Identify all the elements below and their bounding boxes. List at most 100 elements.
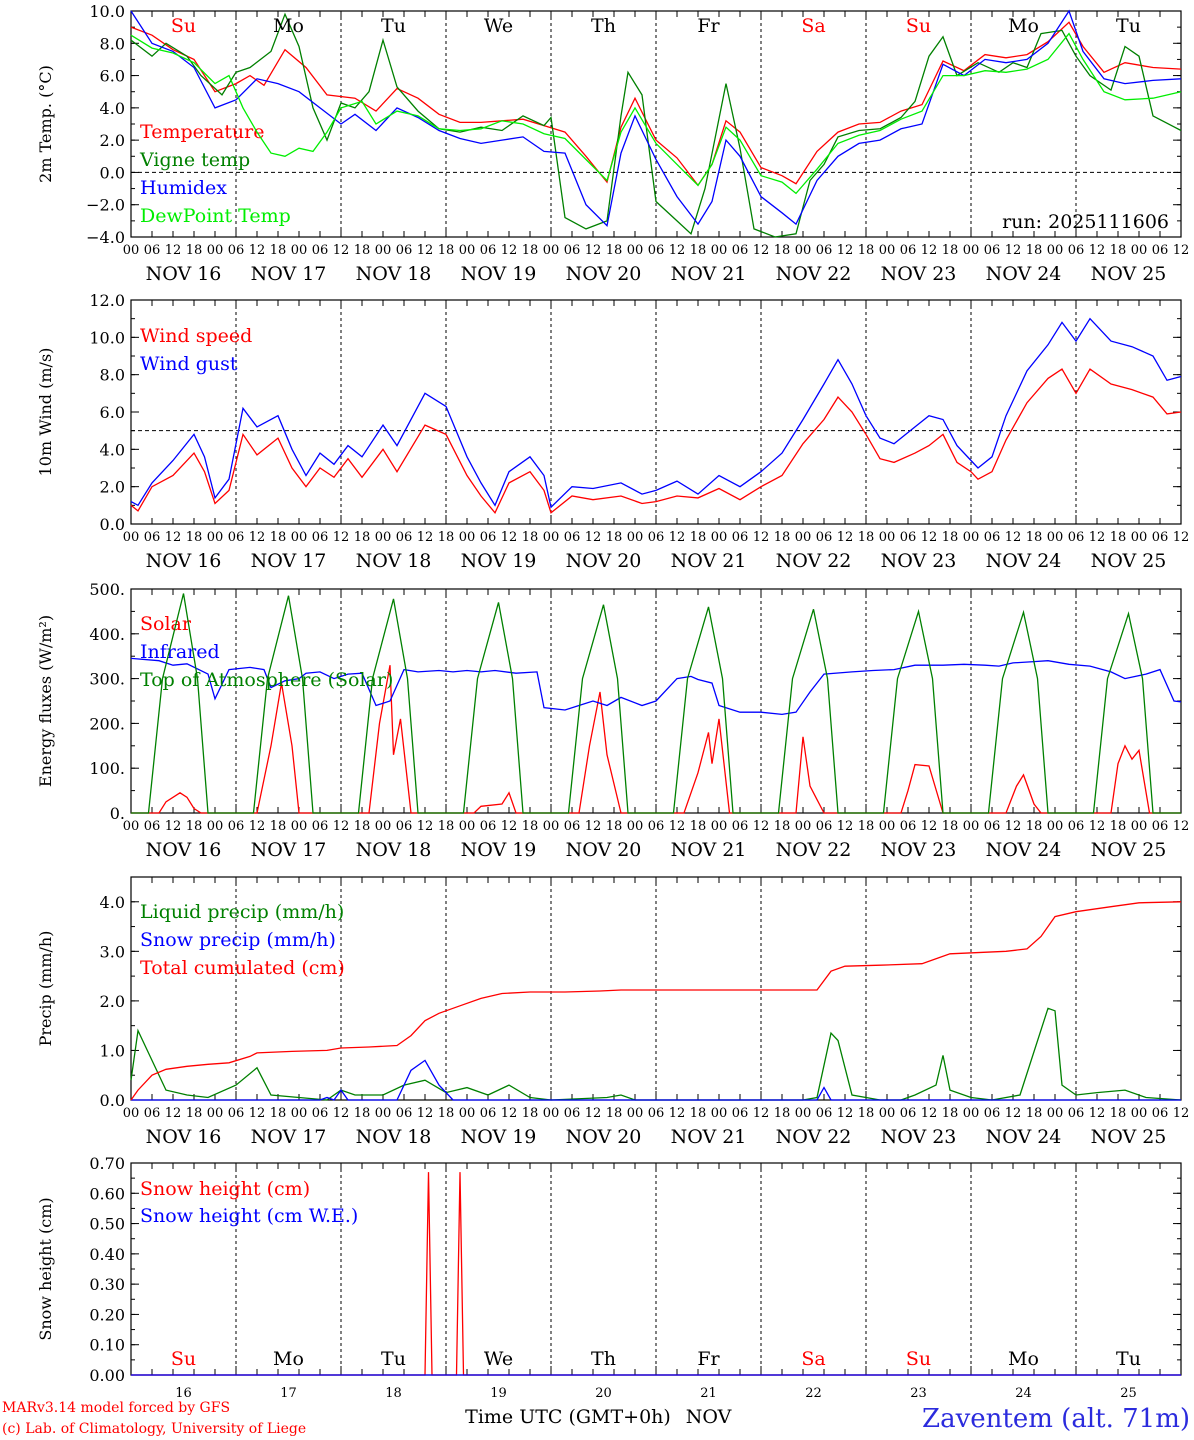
- day-label: NOV 25: [1091, 839, 1167, 861]
- hour-tick-label: 12: [669, 530, 686, 545]
- hour-tick-label: 00: [627, 1106, 644, 1121]
- hour-tick-label: 12: [1005, 530, 1022, 545]
- hour-tick-label: 06: [816, 819, 833, 834]
- hour-tick-label: 18: [270, 1106, 287, 1121]
- hour-tick-label: 18: [522, 1106, 539, 1121]
- date-label: 21: [700, 1386, 717, 1401]
- series-line-snow-precip-mm-h-: [131, 1059, 1181, 1101]
- day-label: NOV 20: [566, 1126, 642, 1148]
- series-line-vigne-temp: [130, 12, 1182, 238]
- y-tick-label: −2.0: [86, 196, 125, 215]
- hour-tick-label: 06: [228, 243, 245, 258]
- hour-tick-label: 06: [1152, 530, 1169, 545]
- y-tick-label: 2.0: [100, 478, 125, 497]
- hour-tick-label: 12: [1089, 530, 1106, 545]
- y-tick-label: 0.10: [89, 1336, 125, 1355]
- y-tick-label: 8.0: [100, 366, 125, 385]
- hour-tick-label: 06: [564, 243, 581, 258]
- hour-tick-label: 18: [1026, 1106, 1043, 1121]
- day-label: NOV 21: [671, 1126, 747, 1148]
- weekday-label: Mo: [273, 15, 304, 37]
- weekday-label: Su: [906, 1348, 931, 1370]
- hour-tick-label: 00: [123, 819, 140, 834]
- hour-tick-label: 18: [1026, 530, 1043, 545]
- hour-tick-label: 18: [1110, 1106, 1127, 1121]
- hour-tick-label: 06: [480, 243, 497, 258]
- hour-tick-label: 06: [312, 530, 329, 545]
- day-label: NOV 17: [251, 839, 327, 861]
- y-tick-label: 0.00: [89, 1366, 125, 1385]
- day-label: NOV 20: [566, 550, 642, 572]
- day-label: NOV 24: [986, 263, 1062, 285]
- hour-tick-label: 12: [669, 819, 686, 834]
- day-label: NOV 23: [881, 263, 957, 285]
- hour-tick-label: 06: [228, 530, 245, 545]
- hour-tick-label: 06: [396, 530, 413, 545]
- series-line-top-of-atmosphere-solar-: [131, 593, 1181, 814]
- hour-tick-label: 06: [984, 1106, 1001, 1121]
- hour-tick-label: 18: [942, 819, 959, 834]
- hour-tick-label: 06: [648, 243, 665, 258]
- hour-tick-label: 06: [144, 530, 161, 545]
- hour-tick-label: 18: [1026, 243, 1043, 258]
- day-label: NOV 16: [146, 839, 222, 861]
- day-label: NOV 19: [461, 263, 537, 285]
- date-label: 20: [595, 1386, 612, 1401]
- y-axis-label: Precip (mm/h): [36, 931, 55, 1047]
- hour-tick-label: 00: [963, 819, 980, 834]
- hour-tick-label: 00: [207, 1106, 224, 1121]
- legend-entry: Infrared: [140, 641, 220, 663]
- hour-tick-label: 18: [522, 819, 539, 834]
- weekday-label: Su: [906, 15, 931, 37]
- hour-tick-label: 18: [690, 819, 707, 834]
- day-label: NOV 16: [146, 1126, 222, 1148]
- hour-tick-label: 18: [438, 530, 455, 545]
- hour-tick-label: 06: [900, 243, 917, 258]
- hour-tick-label: 18: [186, 530, 203, 545]
- hour-tick-label: 18: [690, 243, 707, 258]
- hour-tick-label: 06: [564, 819, 581, 834]
- y-tick-label: 4.0: [100, 440, 125, 459]
- weekday-label: Tu: [381, 1348, 406, 1370]
- chart-panel-2: 12.0 10.0 8.0 6.0 4.0 2.0 0.0 10m Wind (m/s) Win…: [36, 291, 1189, 572]
- day-label: NOV 22: [776, 550, 852, 572]
- hour-tick-label: 06: [1152, 243, 1169, 258]
- hour-tick-label: 00: [627, 243, 644, 258]
- hour-tick-label: 06: [564, 530, 581, 545]
- date-label: 18: [385, 1386, 402, 1401]
- legend-entry: Solar: [140, 613, 192, 635]
- hour-tick-label: 00: [207, 819, 224, 834]
- hour-tick-label: 12: [837, 530, 854, 545]
- hour-tick-label: 18: [270, 243, 287, 258]
- hour-tick-label: 06: [648, 1106, 665, 1121]
- weekday-label: Mo: [1008, 1348, 1039, 1370]
- day-label: NOV 25: [1091, 550, 1167, 572]
- hour-tick-label: 18: [1110, 243, 1127, 258]
- hour-tick-label: 18: [690, 1106, 707, 1121]
- hour-tick-label: 06: [648, 530, 665, 545]
- hour-tick-label: 00: [711, 1106, 728, 1121]
- series-line-wind-speed: [130, 368, 1182, 515]
- hour-tick-label: 06: [900, 1106, 917, 1121]
- hour-tick-label: 06: [480, 530, 497, 545]
- day-label: NOV 18: [356, 1126, 432, 1148]
- y-tick-label: 0.50: [89, 1215, 125, 1234]
- hour-tick-label: 00: [375, 243, 392, 258]
- hour-tick-label: 00: [375, 530, 392, 545]
- y-tick-label: 12.0: [89, 291, 125, 310]
- hour-tick-label: 06: [1068, 819, 1085, 834]
- legend-entry: Wind speed: [140, 325, 252, 347]
- hour-tick-label: 00: [459, 243, 476, 258]
- hour-tick-label: 12: [501, 819, 518, 834]
- day-label: NOV 21: [671, 839, 747, 861]
- day-label: NOV 24: [986, 839, 1062, 861]
- hour-tick-label: 18: [270, 530, 287, 545]
- hour-tick-label: 18: [774, 819, 791, 834]
- hour-tick-label: 18: [522, 243, 539, 258]
- hour-tick-label: 00: [795, 1106, 812, 1121]
- hour-tick-label: 18: [942, 243, 959, 258]
- date-label: 24: [1015, 1386, 1032, 1401]
- hour-tick-label: 00: [1047, 530, 1064, 545]
- day-label: NOV 18: [356, 550, 432, 572]
- hour-tick-label: 00: [207, 243, 224, 258]
